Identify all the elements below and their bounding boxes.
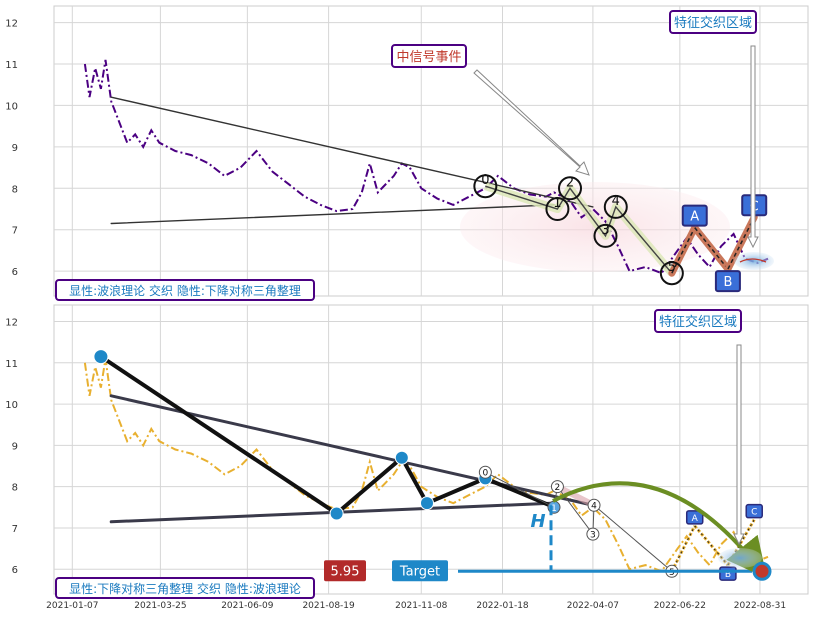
abc-segment-dash [694, 525, 729, 566]
y-tick-label: 12 [5, 19, 18, 30]
y-tick-label: 10 [5, 101, 18, 112]
wave-marker [558, 176, 583, 201]
caption-box [55, 577, 315, 599]
signal-event-label: 中信号事件 [396, 50, 461, 65]
wave-letter: B [723, 275, 732, 290]
triangle-vertex [394, 450, 409, 465]
wave-label: 0 [482, 469, 488, 479]
y-tick-label: 7 [12, 226, 18, 237]
triangle-vertex [329, 506, 344, 521]
wave-label: 3 [590, 531, 596, 541]
y-tick-label: 12 [5, 318, 18, 329]
x-tick-label: 2022-01-18 [476, 601, 529, 611]
upper-trendline [110, 96, 594, 208]
y-tick-label: 10 [5, 400, 18, 411]
wave-label: 4 [591, 502, 597, 512]
feature-zone-label: 特征交织区域 [674, 15, 752, 31]
feature-blob [734, 252, 774, 270]
x-tick-label: 2022-08-31 [734, 601, 786, 611]
wave-marker [659, 261, 684, 286]
wave-letter-box [714, 270, 741, 293]
wave-letter: C [751, 508, 757, 518]
wave-letter-box [685, 510, 704, 525]
wave-marker [603, 194, 628, 219]
upper-trendline [109, 394, 595, 507]
x-tick-label: 2021-01-07 [46, 601, 98, 611]
feature-mark [739, 258, 767, 263]
triangle-vertex [93, 349, 109, 365]
x-tick-label: 2021-03-25 [134, 601, 186, 611]
feature-zone-arrow [747, 45, 759, 249]
top-chart-panel: 6789101112012345ABC中信号事件特征交织区域显性:波浪理论 交织… [5, 5, 809, 301]
height-label: H [530, 511, 545, 532]
x-tick-label: 2022-04-07 [567, 601, 619, 611]
feature-blob [718, 548, 762, 568]
y-tick-label: 8 [12, 184, 18, 195]
signal-event-label-box [391, 44, 467, 68]
projection-arrow [552, 481, 768, 579]
y-tick-label: 9 [12, 143, 18, 154]
x-tick-label: 2022-06-22 [654, 601, 706, 611]
y-tick-label: 7 [12, 524, 18, 535]
feature-zone-label-box [669, 10, 757, 34]
feature-zone-arrow [733, 344, 745, 546]
caption-text: 显性:波浪理论 交织 隐性:下降对称三角整理 [69, 283, 301, 298]
x-tick-label: 2021-06-09 [221, 601, 274, 611]
wave-marker [545, 197, 570, 221]
y-tick-label: 6 [12, 565, 18, 576]
wave-label: 1 [553, 196, 561, 211]
wave-label: 5 [668, 260, 676, 275]
y-tick-label: 9 [12, 441, 18, 452]
wave-label: 1 [551, 504, 557, 514]
target-label-box [392, 560, 448, 582]
target-label: Target [399, 564, 440, 579]
abc-segment-dash [671, 227, 696, 274]
caption-box [55, 279, 315, 301]
wave-marker [478, 465, 492, 479]
wave-marker [587, 498, 601, 512]
wave-letter: A [690, 210, 699, 225]
wave-path [485, 471, 673, 572]
feature-zone-label-box [654, 309, 742, 333]
wave-letter: A [692, 514, 699, 524]
x-tick-label: 2021-08-19 [302, 601, 355, 611]
y-tick-label: 8 [12, 483, 18, 494]
y-tick-label: 11 [5, 60, 18, 71]
wave-letter-box [745, 503, 763, 519]
wave-label: 4 [612, 194, 620, 209]
wave-marker [593, 223, 618, 248]
plot-area [53, 304, 809, 595]
triangle-vertex [419, 496, 434, 511]
wave-letter-box [681, 204, 708, 227]
wave-label: 2 [555, 483, 561, 493]
abc-segment-dash [694, 227, 729, 270]
target-value-box [324, 560, 366, 582]
wave-path [485, 185, 673, 274]
target-value: 5.95 [331, 564, 360, 579]
wave-marker [586, 527, 600, 541]
wave-label: 0 [481, 173, 489, 188]
abc-segment-dash [727, 216, 755, 270]
target-point [752, 561, 772, 581]
x-tick-label: 2021-11-08 [395, 601, 448, 611]
y-tick-label: 11 [5, 359, 18, 370]
feature-zone-label: 特征交织区域 [659, 314, 737, 330]
lower-trendline [110, 204, 555, 225]
wave-label: 2 [566, 175, 574, 190]
wave-label: 3 [601, 223, 609, 238]
y-tick-label: 6 [12, 267, 18, 278]
signal-event-arrow [473, 69, 590, 176]
caption-text: 显性:下降对称三角整理 交织 隐性:波浪理论 [69, 581, 301, 596]
abc-segment-dash [671, 525, 696, 572]
wave-marker [550, 480, 564, 494]
wave-marker [473, 174, 498, 199]
wave-band [556, 484, 596, 508]
